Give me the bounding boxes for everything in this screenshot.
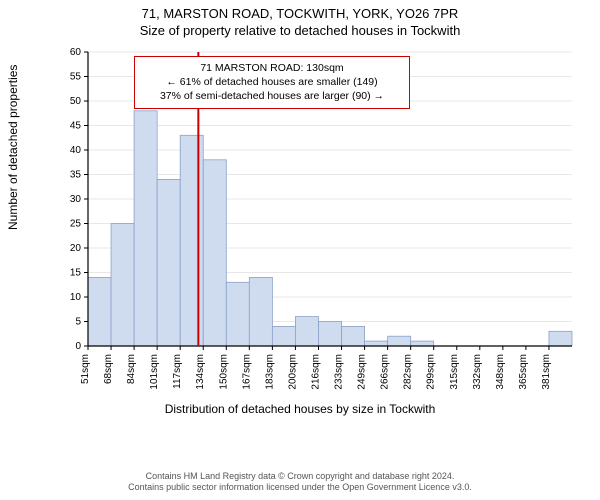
svg-text:20: 20 <box>70 243 82 254</box>
annotation-line1: 71 MARSTON ROAD: 130sqm <box>143 61 401 75</box>
svg-text:84sqm: 84sqm <box>126 354 137 384</box>
svg-text:15: 15 <box>70 268 82 279</box>
svg-text:55: 55 <box>70 72 82 83</box>
svg-text:45: 45 <box>70 121 82 132</box>
svg-text:51sqm: 51sqm <box>80 354 91 384</box>
svg-text:25: 25 <box>70 219 82 230</box>
annotation-line3: 37% of semi-detached houses are larger (… <box>143 89 401 103</box>
svg-text:332sqm: 332sqm <box>472 354 483 390</box>
svg-text:30: 30 <box>70 194 82 205</box>
svg-text:216sqm: 216sqm <box>310 354 321 390</box>
x-axis-label: Distribution of detached houses by size … <box>0 402 600 416</box>
svg-text:0: 0 <box>75 341 81 352</box>
svg-text:299sqm: 299sqm <box>426 354 437 390</box>
annotation-box: 71 MARSTON ROAD: 130sqm ← 61% of detache… <box>134 56 410 109</box>
svg-text:134sqm: 134sqm <box>195 354 206 390</box>
svg-text:183sqm: 183sqm <box>264 354 275 390</box>
svg-text:315sqm: 315sqm <box>449 354 460 390</box>
footer-line2: Contains public sector information licen… <box>0 482 600 494</box>
y-axis-label: Number of detached properties <box>6 65 20 230</box>
annotation-line2: ← 61% of detached houses are smaller (14… <box>143 75 401 89</box>
svg-text:249sqm: 249sqm <box>357 354 368 390</box>
svg-text:381sqm: 381sqm <box>541 354 552 390</box>
svg-text:5: 5 <box>75 317 81 328</box>
svg-text:117sqm: 117sqm <box>172 354 183 389</box>
chart-plot-area: 0 5 10 15 20 25 30 35 40 45 50 55 60 51sqm 68sqm 84sqm 1… <box>58 46 578 406</box>
svg-text:365sqm: 365sqm <box>518 354 529 390</box>
svg-text:68sqm: 68sqm <box>103 354 114 384</box>
svg-text:348sqm: 348sqm <box>495 354 506 390</box>
footer-attribution: Contains HM Land Registry data © Crown c… <box>0 471 600 494</box>
footer-line1: Contains HM Land Registry data © Crown c… <box>0 471 600 483</box>
svg-text:101sqm: 101sqm <box>149 354 160 390</box>
svg-text:200sqm: 200sqm <box>287 354 298 390</box>
svg-text:150sqm: 150sqm <box>218 354 229 390</box>
svg-text:10: 10 <box>70 292 82 303</box>
svg-text:40: 40 <box>70 145 82 156</box>
svg-text:35: 35 <box>70 170 82 181</box>
svg-text:167sqm: 167sqm <box>241 354 252 390</box>
chart-container: 71, MARSTON ROAD, TOCKWITH, YORK, YO26 7… <box>0 0 600 500</box>
svg-text:50: 50 <box>70 96 82 107</box>
svg-text:60: 60 <box>70 47 82 58</box>
svg-text:266sqm: 266sqm <box>380 354 391 390</box>
title-main: 71, MARSTON ROAD, TOCKWITH, YORK, YO26 7… <box>0 0 600 21</box>
svg-text:233sqm: 233sqm <box>334 354 345 390</box>
title-sub: Size of property relative to detached ho… <box>0 21 600 42</box>
svg-text:282sqm: 282sqm <box>403 354 414 390</box>
